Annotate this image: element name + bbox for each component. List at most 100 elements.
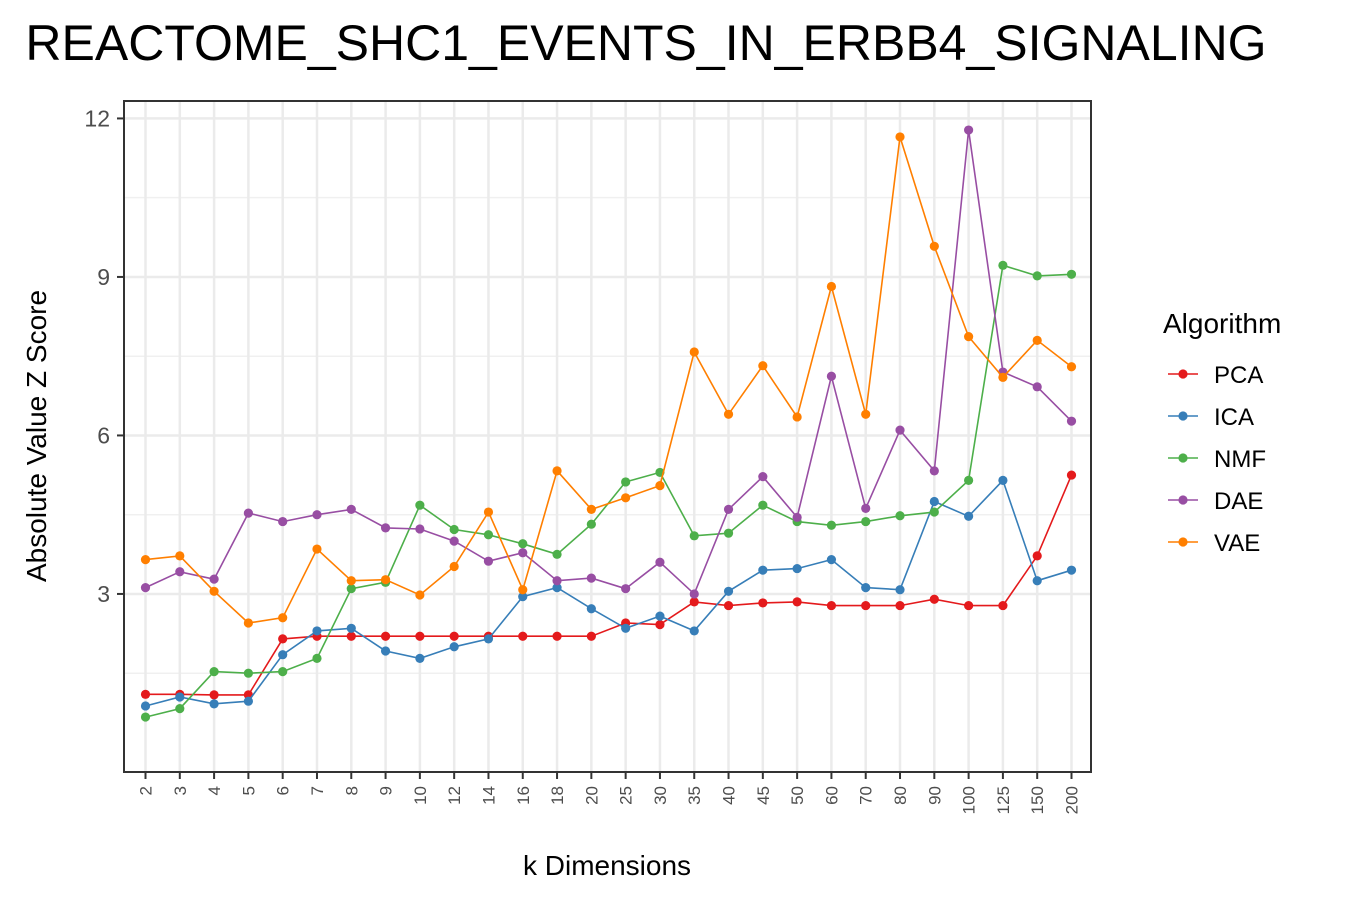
- data-point-dae: [552, 576, 562, 586]
- data-point-nmf: [689, 531, 699, 541]
- legend-items: PCA ICA NMF DAE VAE: [1168, 362, 1266, 557]
- data-point-ica: [586, 604, 596, 614]
- x-tick-label: 25: [617, 786, 636, 805]
- x-tick-label: 70: [857, 786, 876, 805]
- x-tick-label: 30: [651, 786, 670, 805]
- data-point-ica: [895, 585, 905, 595]
- data-point-pca: [1032, 551, 1042, 561]
- data-point-pca: [792, 597, 802, 607]
- data-point-pca: [552, 631, 562, 641]
- data-point-nmf: [586, 519, 596, 529]
- data-point-pca: [998, 600, 1008, 611]
- data-point-pca: [518, 631, 528, 641]
- series-line-dae: [145, 129, 1073, 596]
- data-point-ica: [209, 699, 219, 709]
- x-tick-label: 80: [891, 786, 910, 805]
- series-line-ica: [145, 478, 1072, 707]
- legend-label: PCA: [1214, 362, 1263, 389]
- data-point-ica: [449, 642, 459, 652]
- data-point-ica: [552, 583, 562, 593]
- series-line-pca: [145, 474, 1073, 696]
- data-point-pca: [758, 598, 768, 608]
- data-point-dae: [1066, 416, 1077, 426]
- x-tick-label: 14: [479, 786, 498, 805]
- data-point-vae: [518, 585, 528, 595]
- data-point-nmf: [278, 667, 288, 677]
- data-point-pca: [346, 631, 356, 641]
- data-point-nmf: [175, 703, 185, 714]
- data-point-dae: [895, 425, 905, 435]
- legend-item-nmf: NMF: [1168, 446, 1266, 473]
- x-tick-label: 2: [137, 786, 156, 795]
- y-tick-label: 9: [97, 264, 110, 290]
- data-point-ica: [1032, 576, 1042, 586]
- data-point-vae: [689, 347, 699, 357]
- data-point-vae: [723, 409, 734, 419]
- series-dae: [140, 125, 1077, 599]
- data-point-ica: [278, 650, 288, 660]
- data-point-pca: [895, 600, 905, 611]
- data-point-pca: [209, 690, 219, 700]
- data-point-vae: [243, 618, 253, 628]
- data-point-dae: [243, 508, 253, 518]
- x-tick-label: 20: [582, 786, 601, 805]
- data-point-vae: [140, 555, 151, 565]
- legend-label: VAE: [1214, 530, 1260, 557]
- data-point-pca: [1066, 470, 1077, 480]
- data-point-vae: [586, 504, 596, 515]
- data-point-dae: [380, 523, 391, 533]
- data-point-ica: [964, 511, 974, 521]
- data-point-ica: [243, 696, 253, 706]
- data-point-pca: [861, 600, 871, 611]
- data-point-vae: [1032, 335, 1042, 345]
- x-tick-label: 5: [239, 786, 258, 795]
- data-point-dae: [723, 504, 734, 515]
- x-tick-label: 9: [377, 786, 396, 795]
- data-point-dae: [209, 574, 219, 584]
- x-tick-label: 18: [548, 786, 567, 805]
- data-point-pca: [380, 631, 391, 641]
- data-point-ica: [518, 591, 528, 602]
- data-point-vae: [895, 132, 905, 142]
- legend-key-point: [1178, 537, 1188, 547]
- data-point-nmf: [621, 477, 631, 487]
- data-point-ica: [689, 626, 699, 636]
- data-point-ica: [723, 586, 734, 596]
- data-point-nmf: [998, 260, 1008, 270]
- data-point-vae: [929, 241, 939, 251]
- data-point-vae: [346, 576, 356, 586]
- data-point-nmf: [483, 530, 494, 540]
- data-point-ica: [929, 496, 939, 507]
- data-point-vae: [621, 493, 631, 503]
- y-tick-label: 3: [97, 581, 110, 607]
- legend-item-dae: DAE: [1168, 488, 1263, 515]
- data-point-dae: [826, 371, 837, 381]
- chart-title: REACTOME_SHC1_EVENTS_IN_ERBB4_SIGNALING: [25, 15, 1266, 71]
- data-point-nmf: [723, 528, 734, 538]
- data-point-pca: [929, 594, 939, 604]
- x-tick-label: 16: [514, 786, 533, 805]
- data-point-dae: [278, 516, 288, 527]
- data-point-vae: [792, 412, 802, 422]
- data-point-ica: [758, 565, 768, 575]
- data-point-vae: [483, 507, 494, 517]
- x-tick-label: 50: [788, 786, 807, 805]
- data-point-ica: [175, 692, 185, 702]
- data-point-dae: [758, 472, 768, 482]
- legend: Algorithm PCA ICA NMF DAE VAE: [1163, 308, 1281, 557]
- data-point-nmf: [895, 511, 905, 521]
- data-point-pca: [278, 634, 288, 644]
- data-point-vae: [552, 466, 562, 476]
- data-point-dae: [861, 503, 871, 513]
- legend-key-point: [1178, 411, 1188, 421]
- data-point-vae: [826, 281, 837, 292]
- series-pca: [140, 470, 1077, 700]
- data-point-vae: [415, 590, 425, 600]
- x-tick-label: 90: [925, 786, 944, 805]
- x-tick-label: 125: [994, 786, 1013, 814]
- x-tick-label: 7: [308, 786, 327, 795]
- data-point-vae: [380, 575, 391, 585]
- data-point-ica: [621, 623, 631, 633]
- x-axis-ticks: 2 3 4 5 6 7 8 9 10 12 14 16 18 20 25 30 35 40 45 50 60 70 80 90…: [137, 772, 1082, 814]
- data-point-vae: [964, 332, 974, 342]
